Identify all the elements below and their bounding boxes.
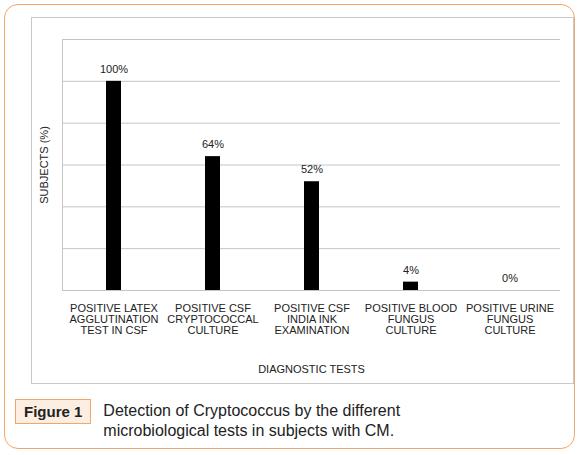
svg-text:100%: 100% [100, 63, 128, 75]
svg-text:4%: 4% [403, 264, 419, 276]
svg-text:POSITIVE CSFCRYPTOCOCCALCULTUR: POSITIVE CSFCRYPTOCOCCALCULTURE [167, 302, 258, 336]
svg-text:SUBJECTS (%): SUBJECTS (%) [38, 126, 50, 204]
svg-text:DIAGNOSTIC TESTS: DIAGNOSTIC TESTS [258, 363, 365, 375]
svg-text:POSITIVE BLOODFUNGUSCULTURE: POSITIVE BLOODFUNGUSCULTURE [365, 302, 457, 336]
svg-text:POSITIVE URINEFUNGUSCULTURE: POSITIVE URINEFUNGUSCULTURE [466, 302, 554, 336]
html-text:Detection of Cryptococcus by t: Detection of Cryptococcus by the differe… [103, 402, 401, 439]
svg-text:POSITIVE LATEXAGGLUTINATIONTES: POSITIVE LATEXAGGLUTINATIONTEST IN CSF [69, 302, 158, 336]
html-text:Figure 1: Figure 1 [24, 403, 83, 420]
svg-text:POSITIVE CSFINDIA INKEXAMINATI: POSITIVE CSFINDIA INKEXAMINATION [274, 302, 350, 336]
svg-text:0%: 0% [502, 272, 518, 284]
svg-text:64%: 64% [202, 138, 224, 150]
svg-text:52%: 52% [301, 163, 323, 175]
